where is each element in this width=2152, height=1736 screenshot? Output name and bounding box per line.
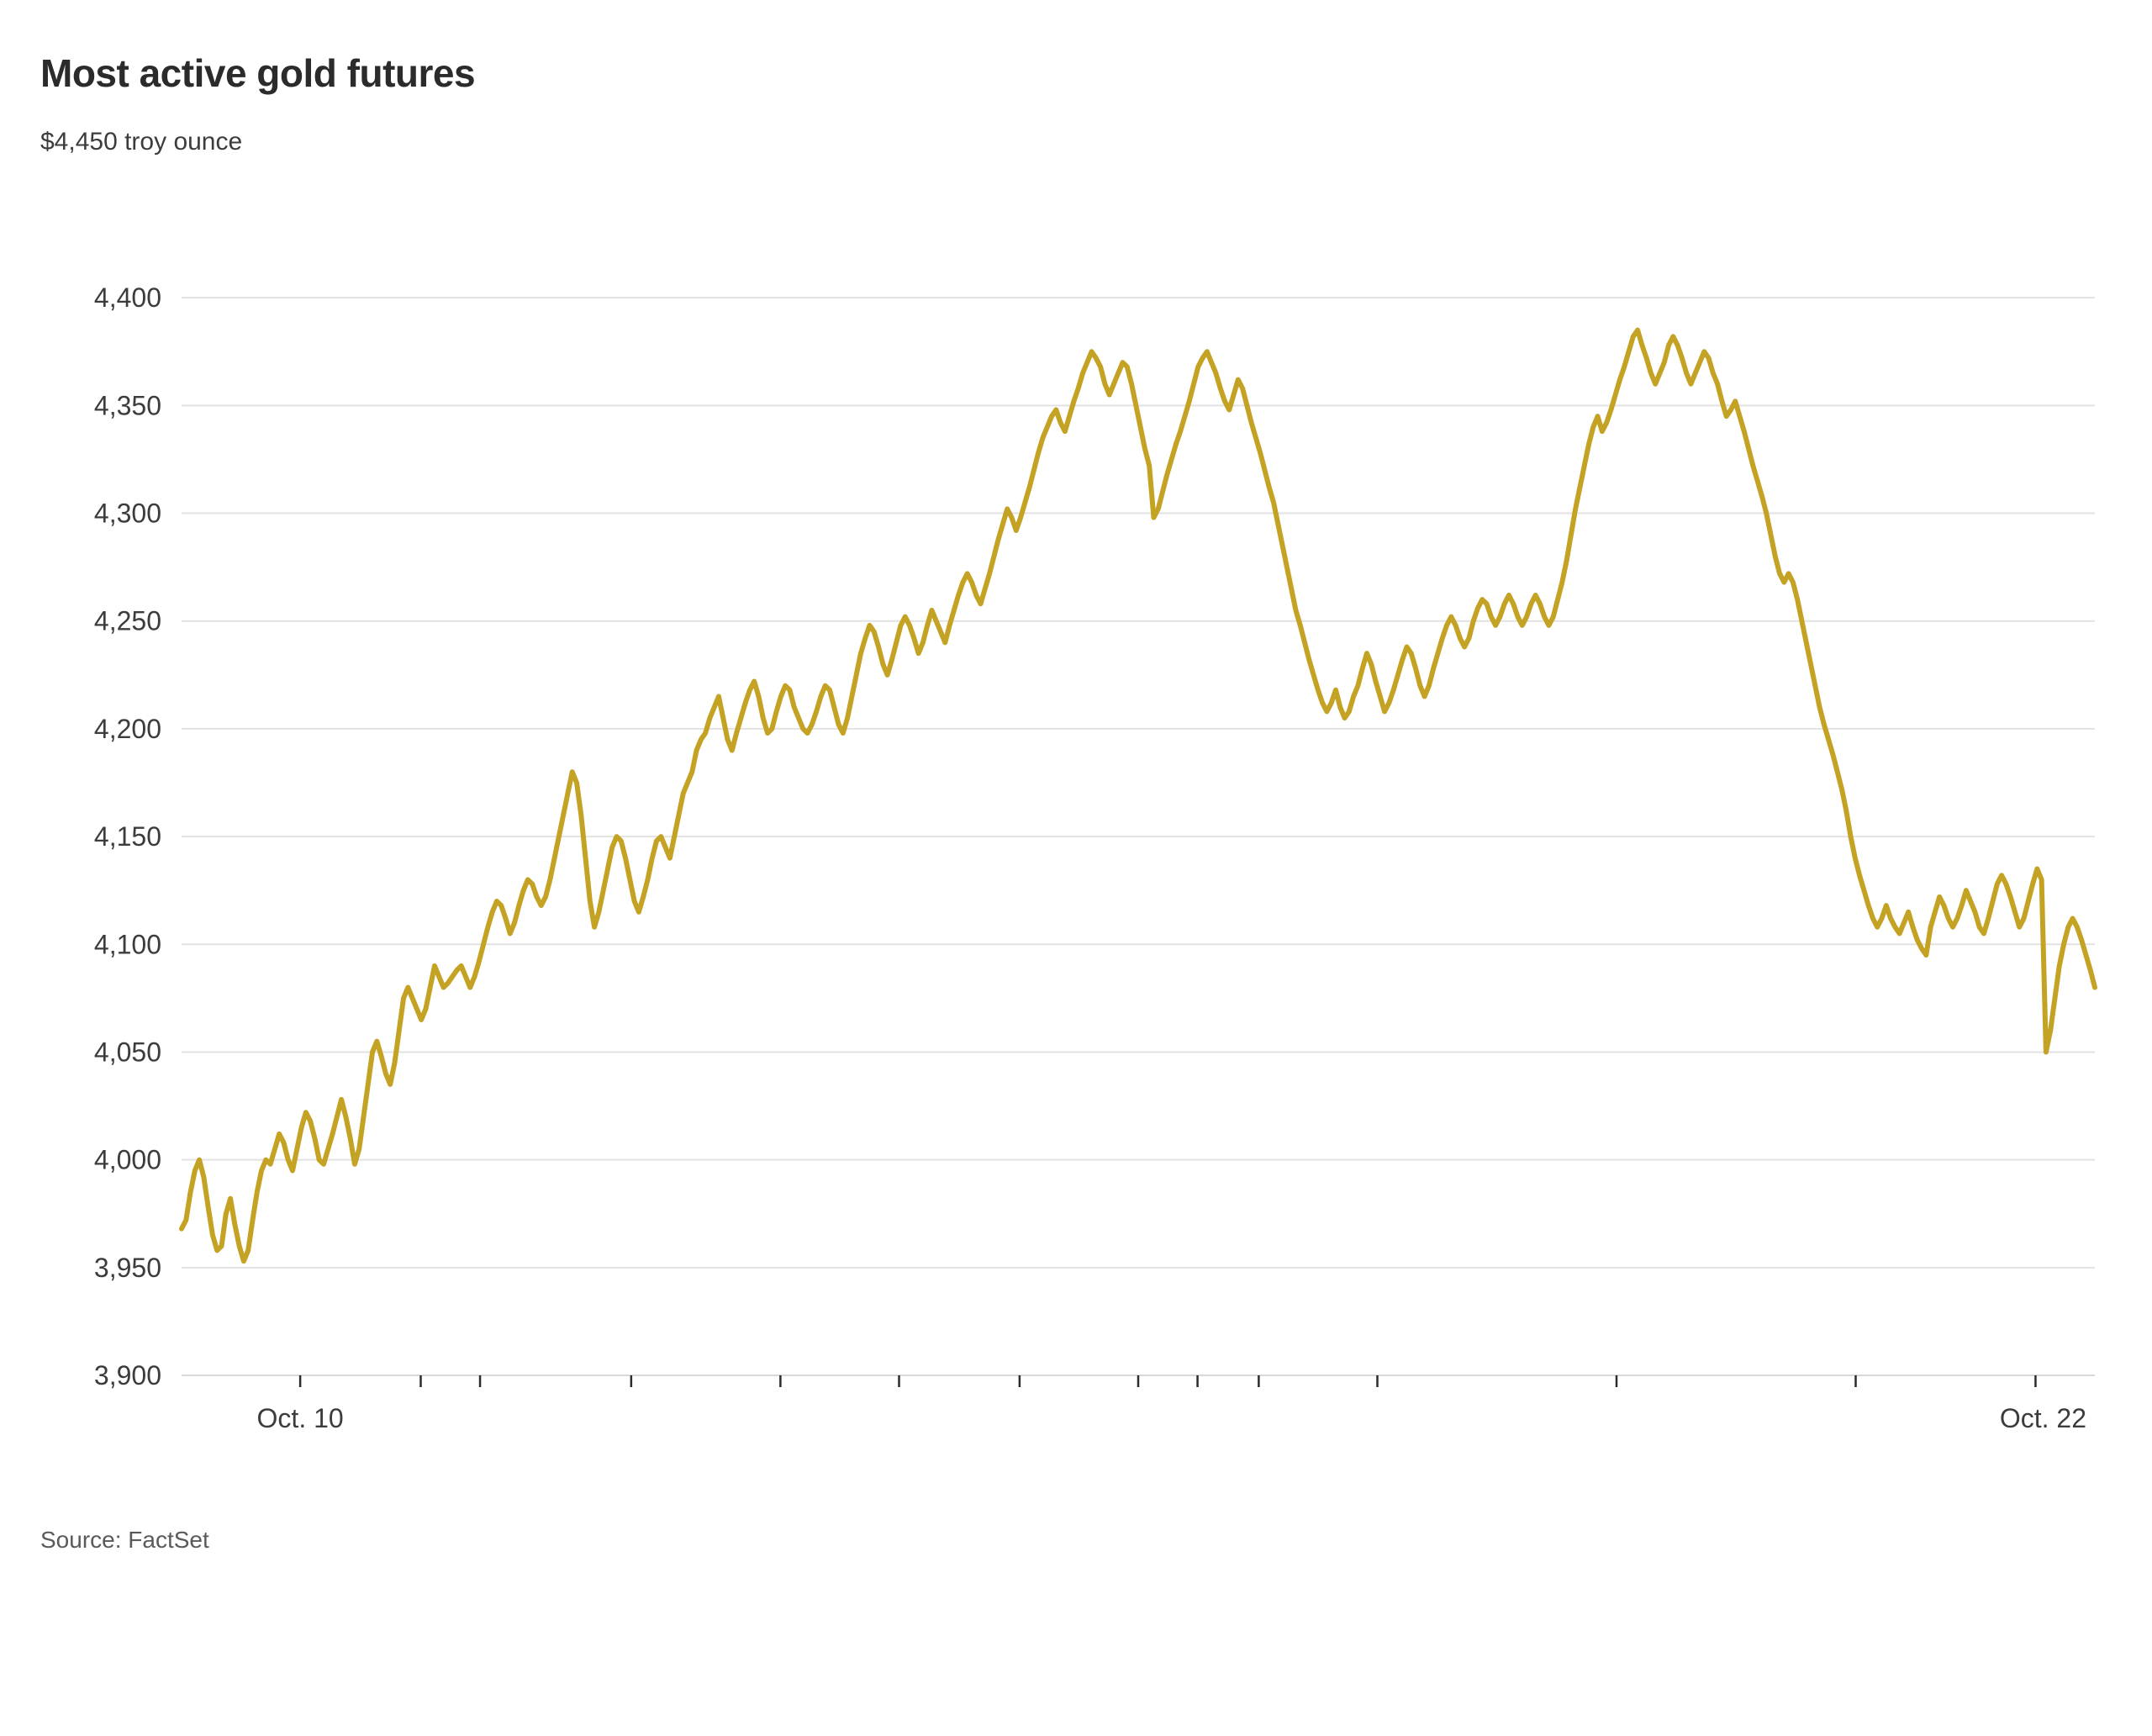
svg-text:3,900: 3,900 xyxy=(94,1360,161,1390)
chart-title: Most active gold futures xyxy=(40,50,2152,96)
source-label: Source: FactSet xyxy=(40,1527,2152,1554)
svg-text:4,300: 4,300 xyxy=(94,499,161,529)
svg-text:4,050: 4,050 xyxy=(94,1037,161,1067)
chart-area[interactable]: 3,900 3,950 4,000 4,050 4,100 4,150 4,200 4,250… xyxy=(40,182,2112,1493)
svg-text:4,200: 4,200 xyxy=(94,714,161,744)
svg-text:4,350: 4,350 xyxy=(94,390,161,420)
svg-text:4,150: 4,150 xyxy=(94,821,161,852)
svg-text:4,100: 4,100 xyxy=(94,929,161,959)
svg-text:3,950: 3,950 xyxy=(94,1253,161,1283)
svg-text:4,250: 4,250 xyxy=(94,606,161,636)
chart-subtitle: $4,450 troy ounce xyxy=(40,128,2152,156)
svg-text:Oct. 22: Oct. 22 xyxy=(2000,1403,2086,1433)
svg-text:Oct. 10: Oct. 10 xyxy=(257,1403,344,1433)
chart-page: Most active gold futures $4,450 troy oun… xyxy=(0,0,2152,1736)
svg-text:4,000: 4,000 xyxy=(94,1145,161,1175)
svg-text:4,400: 4,400 xyxy=(94,282,161,313)
